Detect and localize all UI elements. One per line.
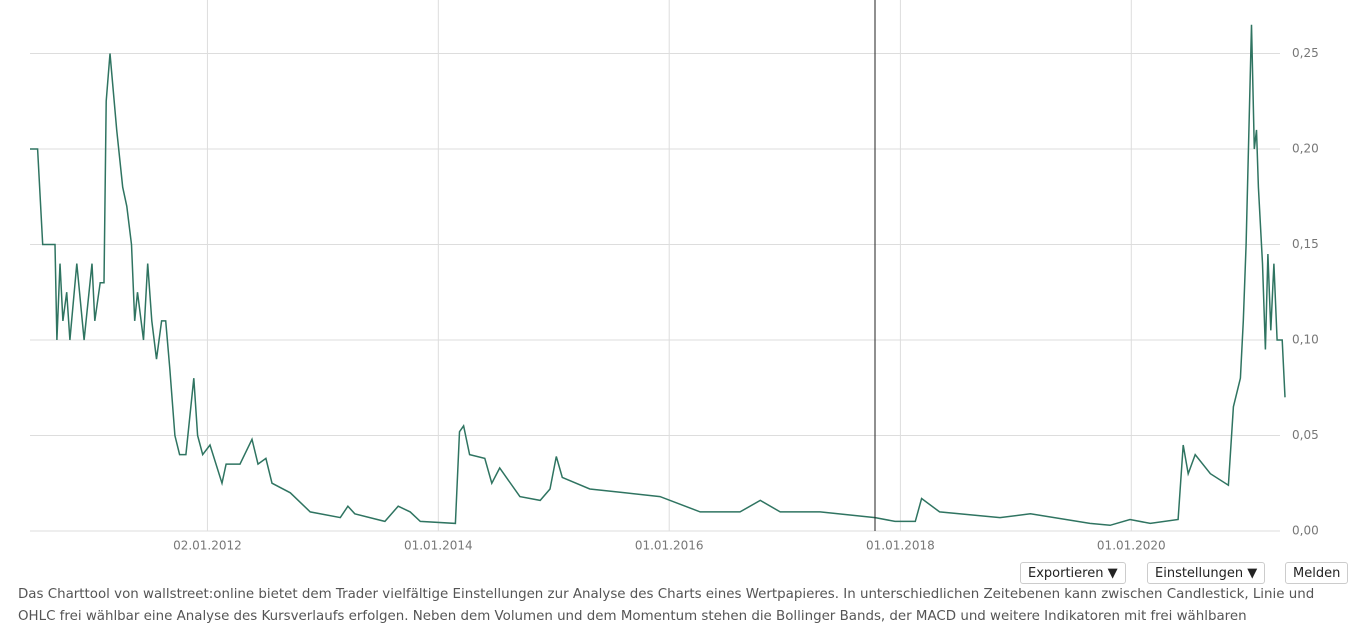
chart: 0,00 0,05 0,10 0,15 0,20 0,25 02.01.2012 01.01.… (30, 0, 1319, 553)
toolbar-button[interactable]: Melden (1285, 562, 1349, 584)
x-tick-label: 01.01.2018 (866, 539, 935, 553)
y-tick-label: 0,20 (1292, 141, 1319, 155)
x-tick-label: 01.01.2016 (635, 539, 704, 553)
y-tick-label: 0,10 (1292, 332, 1319, 346)
y-tick-label: 0,25 (1292, 46, 1319, 60)
price-line (30, 24, 1286, 527)
y-tick-label: 0,15 (1292, 237, 1319, 251)
x-tick-label: 02.01.2012 (173, 539, 242, 553)
toolbar-button[interactable]: Exportieren ▼ (1020, 562, 1126, 584)
y-tick-label: 0,00 (1292, 524, 1319, 538)
description: Das Charttool von wallstreet:online biet… (18, 587, 1315, 624)
x-tick-label: 01.01.2014 (404, 539, 473, 553)
y-tick-label: 0,05 (1292, 428, 1319, 442)
toolbar-button[interactable]: Einstellungen ▼ (1147, 562, 1266, 584)
x-tick-label: 01.01.2020 (1097, 539, 1166, 553)
